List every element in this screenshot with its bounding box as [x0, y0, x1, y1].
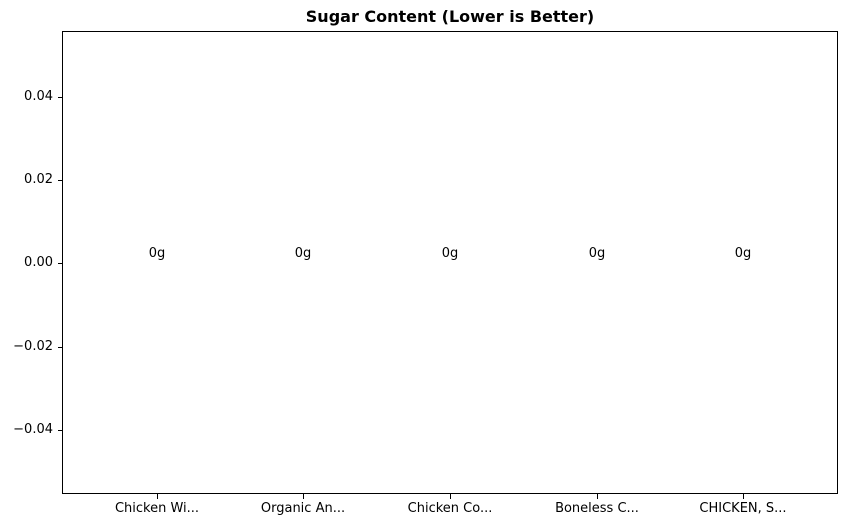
bar-value-label: 0g — [294, 246, 312, 261]
y-tick-label: 0.00 — [24, 255, 53, 270]
bar-value-label: 0g — [588, 246, 606, 261]
x-tick-label: CHICKEN, S... — [699, 501, 787, 516]
y-tick-label: 0.04 — [24, 89, 53, 104]
y-tick-mark — [58, 180, 63, 181]
y-tick-mark — [58, 347, 63, 348]
x-tick-label: Boneless C... — [555, 501, 639, 516]
y-tick-label: −0.02 — [13, 339, 53, 354]
x-tick-mark — [450, 494, 451, 499]
y-tick-mark — [58, 97, 63, 98]
bar-value-label: 0g — [734, 246, 752, 261]
x-tick-label: Chicken Wi... — [114, 501, 200, 516]
plot-area — [62, 31, 838, 494]
x-tick-label: Chicken Co... — [407, 501, 493, 516]
x-tick-label: Organic An... — [260, 501, 346, 516]
x-tick-mark — [743, 494, 744, 499]
x-tick-mark — [303, 494, 304, 499]
bar-value-label: 0g — [148, 246, 166, 261]
y-tick-mark — [58, 263, 63, 264]
y-tick-mark — [58, 430, 63, 431]
chart-title: Sugar Content (Lower is Better) — [305, 7, 595, 26]
x-tick-mark — [597, 494, 598, 499]
x-tick-mark — [157, 494, 158, 499]
y-tick-label: 0.02 — [24, 172, 53, 187]
bar-value-label: 0g — [441, 246, 459, 261]
y-tick-label: −0.04 — [13, 422, 53, 437]
